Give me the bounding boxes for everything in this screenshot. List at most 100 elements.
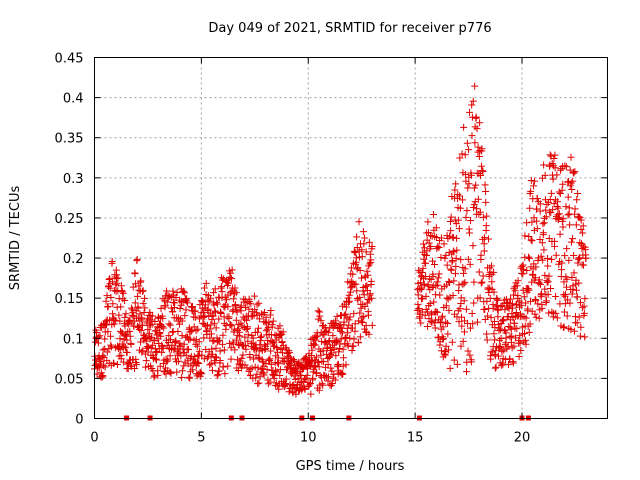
data-point [494,313,502,321]
data-point [268,338,276,346]
data-point [219,363,227,371]
data-point [319,358,327,366]
data-point [313,332,321,340]
data-point [506,333,514,341]
data-point [555,210,563,218]
data-point [352,254,360,262]
data-point [315,363,323,371]
data-point [570,251,578,259]
data-point [491,323,499,331]
data-point [315,386,323,394]
data-point [242,345,250,353]
data-point [579,222,587,230]
data-point [218,294,226,302]
data-point [463,207,471,215]
data-point [234,325,242,333]
data-point [254,380,262,388]
data-point [285,360,293,368]
data-point [548,255,556,263]
data-point [576,254,584,262]
data-point [163,298,171,306]
data-point [426,300,434,308]
data-point [425,239,433,247]
data-point [267,306,275,314]
data-point [469,97,477,105]
data-point [513,325,521,333]
data-point [422,292,430,300]
data-point [141,294,149,302]
data-point [350,310,358,318]
data-point [337,335,345,343]
data-point [250,355,258,363]
data-point [207,294,215,302]
data-point [307,352,315,360]
data-point [414,300,422,308]
data-point [502,334,510,342]
data-point [251,306,259,314]
data-point [177,352,185,360]
data-point [467,217,475,225]
data-point [126,332,134,340]
data-point [202,345,210,353]
data-point [507,295,515,303]
data-point [241,296,249,304]
data-point [184,346,192,354]
data-point [346,334,354,342]
data-point [118,288,126,296]
data-point [207,330,215,338]
data-point [306,380,314,388]
data-point [446,218,454,226]
data-point [351,249,359,257]
data-point [365,330,373,338]
data-point [200,355,208,363]
data-point [262,313,270,321]
data-point [139,321,147,329]
data-point [121,296,129,304]
chart-title: Day 049 of 2021, SRMTID for receiver p77… [208,21,491,36]
data-point [183,295,191,303]
data-point [449,257,457,265]
data-point [238,354,246,362]
data-point [571,313,579,321]
data-point [167,336,175,344]
data-point [550,155,558,163]
data-point [523,267,531,275]
data-point [542,213,550,221]
data-point [262,345,270,353]
y-tick-label: 0.45 [55,52,84,67]
data-point [141,304,149,312]
data-point [356,309,364,317]
data-point [464,184,472,192]
data-point [562,203,570,211]
data-point [206,325,214,333]
data-point [580,309,588,317]
data-point [509,358,517,366]
data-point [479,213,487,221]
data-point [339,345,347,353]
data-point [149,341,157,349]
data-point [571,168,579,176]
data-point [237,302,245,310]
data-point [549,175,557,183]
data-point [544,278,552,286]
data-point [362,282,370,290]
data-point [255,315,263,323]
data-points [91,82,590,398]
data-point [442,318,450,326]
data-point [563,312,571,320]
data-point [446,364,454,372]
data-point [445,306,453,314]
data-point [358,274,366,282]
data-point [524,253,532,261]
data-point [477,251,485,259]
data-point [196,315,204,323]
data-point [562,163,570,171]
data-point [525,328,533,336]
data-point [467,358,475,366]
data-point [476,208,484,216]
data-point [227,321,235,329]
data-point [452,254,460,262]
data-point [214,300,222,308]
data-point [482,222,490,230]
data-point [558,259,566,267]
